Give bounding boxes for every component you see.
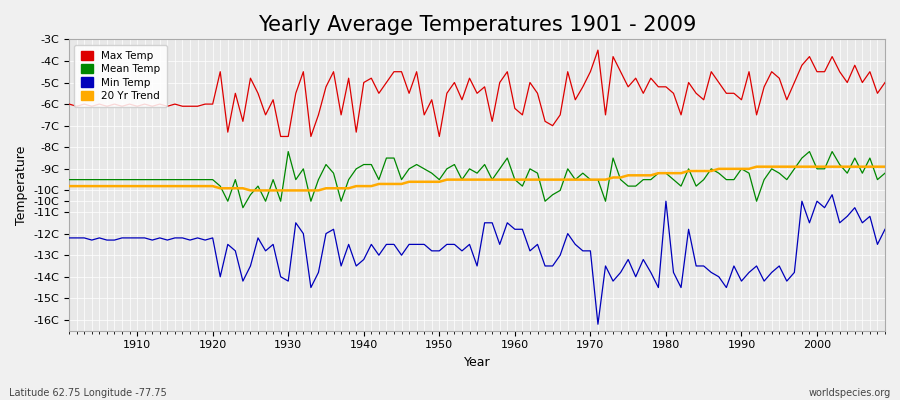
Text: worldspecies.org: worldspecies.org — [809, 388, 891, 398]
Title: Yearly Average Temperatures 1901 - 2009: Yearly Average Temperatures 1901 - 2009 — [258, 15, 697, 35]
Text: Latitude 62.75 Longitude -77.75: Latitude 62.75 Longitude -77.75 — [9, 388, 166, 398]
Y-axis label: Temperature: Temperature — [15, 145, 28, 225]
Legend: Max Temp, Mean Temp, Min Temp, 20 Yr Trend: Max Temp, Mean Temp, Min Temp, 20 Yr Tre… — [75, 44, 166, 107]
X-axis label: Year: Year — [464, 356, 490, 369]
